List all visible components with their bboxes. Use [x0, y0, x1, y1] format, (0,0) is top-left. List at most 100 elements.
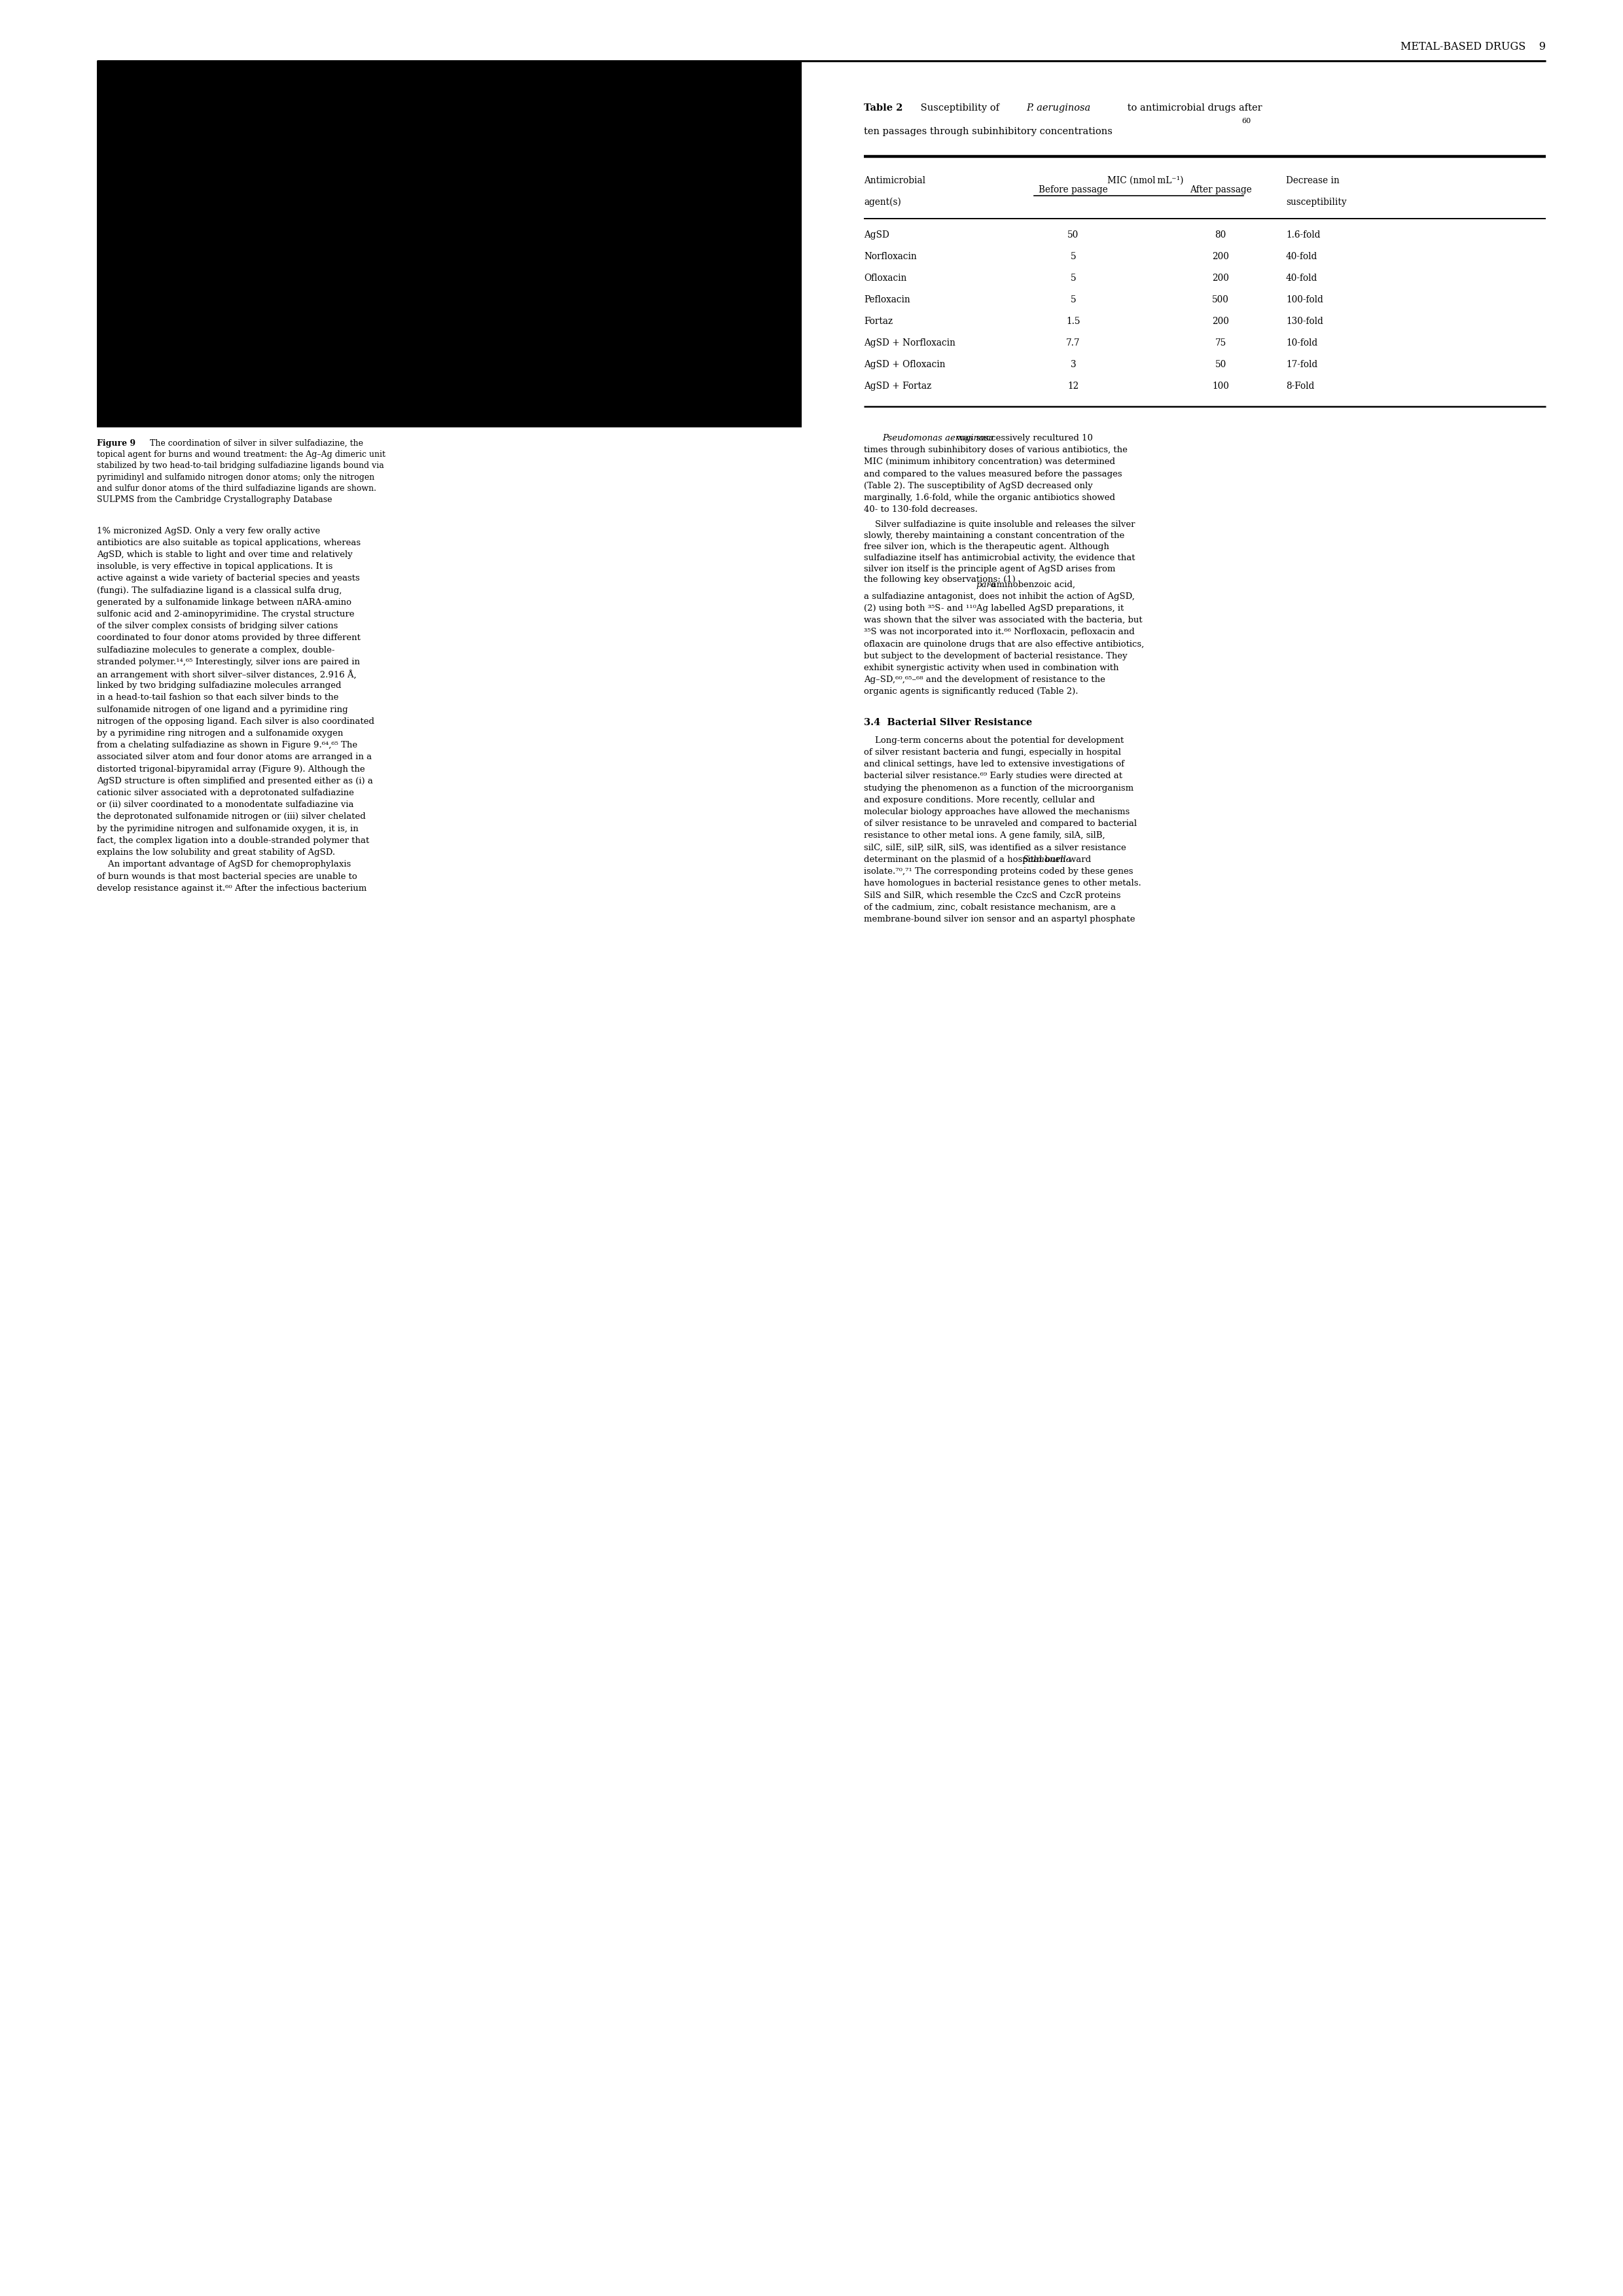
Text: 50: 50	[1216, 360, 1225, 370]
Text: MIC (nmol mL⁻¹): MIC (nmol mL⁻¹)	[1107, 177, 1183, 186]
Text: 200: 200	[1212, 273, 1229, 282]
Text: 5: 5	[1071, 296, 1076, 305]
Text: susceptibility: susceptibility	[1285, 197, 1347, 207]
Text: 17-fold: 17-fold	[1285, 360, 1318, 370]
Text: nitrogen of the opposing ligand. Each silver is also coordinated: nitrogen of the opposing ligand. Each si…	[97, 716, 375, 726]
Text: distorted trigonal-bipyramidal array (Figure 9). Although the: distorted trigonal-bipyramidal array (Fi…	[97, 765, 365, 774]
Text: and sulfur donor atoms of the third sulfadiazine ligands are shown.: and sulfur donor atoms of the third sulf…	[97, 484, 377, 494]
Text: of silver resistant bacteria and fungi, especially in hospital: of silver resistant bacteria and fungi, …	[863, 748, 1121, 758]
Text: was shown that the silver was associated with the bacteria, but: was shown that the silver was associated…	[863, 615, 1143, 625]
Text: but subject to the development of bacterial resistance. They: but subject to the development of bacter…	[863, 652, 1128, 661]
Text: Decrease in: Decrease in	[1285, 177, 1339, 186]
Text: sulfadiazine molecules to generate a complex, double-: sulfadiazine molecules to generate a com…	[97, 645, 334, 654]
Text: by the pyrimidine nitrogen and sulfonamide oxygen, it is, in: by the pyrimidine nitrogen and sulfonami…	[97, 824, 359, 833]
Text: 200: 200	[1212, 317, 1229, 326]
Text: AgSD, which is stable to light and over time and relatively: AgSD, which is stable to light and over …	[97, 551, 352, 558]
Text: The coordination of silver in silver sulfadiazine, the: The coordination of silver in silver sul…	[144, 439, 364, 448]
Text: and exposure conditions. More recently, cellular and: and exposure conditions. More recently, …	[863, 797, 1096, 804]
Text: 1.5: 1.5	[1066, 317, 1081, 326]
Text: oflaxacin are quinolone drugs that are also effective antibiotics,: oflaxacin are quinolone drugs that are a…	[863, 641, 1144, 647]
Text: molecular biology approaches have allowed the mechanisms: molecular biology approaches have allowe…	[863, 808, 1130, 815]
Text: topical agent for burns and wound treatment: the Ag–Ag dimeric unit: topical agent for burns and wound treatm…	[97, 450, 386, 459]
Text: fact, the complex ligation into a double-stranded polymer that: fact, the complex ligation into a double…	[97, 836, 370, 845]
Text: a sulfadiazine antagonist, does not inhibit the action of AgSD,: a sulfadiazine antagonist, does not inhi…	[863, 592, 1134, 602]
Text: Ofloxacin: Ofloxacin	[863, 273, 907, 282]
Text: 100-fold: 100-fold	[1285, 296, 1323, 305]
Text: an arrangement with short silver–silver distances, 2.916 Å,: an arrangement with short silver–silver …	[97, 670, 357, 680]
Text: ³⁵S was not incorporated into it.⁶⁶ Norfloxacin, pefloxacin and: ³⁵S was not incorporated into it.⁶⁶ Norf…	[863, 627, 1134, 636]
Text: ten passages through subinhibitory concentrations: ten passages through subinhibitory conce…	[863, 126, 1112, 135]
Text: cationic silver associated with a deprotonated sulfadiazine: cationic silver associated with a deprot…	[97, 790, 354, 797]
Text: explains the low solubility and great stability of AgSD.: explains the low solubility and great st…	[97, 847, 336, 856]
Text: Pefloxacin: Pefloxacin	[863, 296, 911, 305]
Text: silC, silE, silP, silR, silS, was identified as a silver resistance: silC, silE, silP, silR, silS, was identi…	[863, 843, 1126, 852]
Text: -aminobenzoic acid,: -aminobenzoic acid,	[988, 581, 1074, 588]
Text: isolate.⁷⁰,⁷¹ The corresponding proteins coded by these genes: isolate.⁷⁰,⁷¹ The corresponding proteins…	[863, 868, 1133, 875]
Text: 80: 80	[1216, 230, 1225, 239]
Text: organic agents is significantly reduced (Table 2).: organic agents is significantly reduced …	[863, 687, 1078, 696]
Text: by a pyrimidine ring nitrogen and a sulfonamide oxygen: by a pyrimidine ring nitrogen and a sulf…	[97, 730, 342, 737]
Text: AgSD + Fortaz: AgSD + Fortaz	[863, 381, 932, 390]
Text: in a head-to-tail fashion so that each silver binds to the: in a head-to-tail fashion so that each s…	[97, 693, 339, 703]
Text: 50: 50	[1068, 230, 1079, 239]
Text: have homologues in bacterial resistance genes to other metals.: have homologues in bacterial resistance …	[863, 879, 1141, 889]
Text: METAL-BASED DRUGS    9: METAL-BASED DRUGS 9	[1401, 41, 1545, 53]
Text: 100: 100	[1212, 381, 1229, 390]
Text: 75: 75	[1216, 338, 1225, 347]
Text: active against a wide variety of bacterial species and yeasts: active against a wide variety of bacteri…	[97, 574, 360, 583]
Text: After passage: After passage	[1190, 186, 1251, 195]
Text: SilS and SilR, which resemble the CzcS and CzcR proteins: SilS and SilR, which resemble the CzcS a…	[863, 891, 1121, 900]
Text: membrane-bound silver ion sensor and an aspartyl phosphate: membrane-bound silver ion sensor and an …	[863, 914, 1134, 923]
Text: times through subinhibitory doses of various antibiotics, the: times through subinhibitory doses of var…	[863, 445, 1128, 455]
Text: associated silver atom and four donor atoms are arranged in a: associated silver atom and four donor at…	[97, 753, 372, 762]
Text: generated by a sulfonamide linkage between πARA-amino: generated by a sulfonamide linkage betwe…	[97, 597, 352, 606]
Text: stabilized by two head-to-tail bridging sulfadiazine ligands bound via: stabilized by two head-to-tail bridging …	[97, 461, 385, 471]
Text: Susceptibility of: Susceptibility of	[917, 103, 1003, 113]
Text: Antimicrobial: Antimicrobial	[863, 177, 925, 186]
Text: AgSD + Norfloxacin: AgSD + Norfloxacin	[863, 338, 956, 347]
Text: 3: 3	[1071, 360, 1076, 370]
Text: 40- to 130-fold decreases.: 40- to 130-fold decreases.	[863, 505, 977, 514]
Text: P. aeruginosa: P. aeruginosa	[1026, 103, 1091, 113]
Text: or (ii) silver coordinated to a monodentate sulfadiazine via: or (ii) silver coordinated to a monodent…	[97, 801, 354, 808]
Text: 1.6-fold: 1.6-fold	[1285, 230, 1321, 239]
Text: of the cadmium, zinc, cobalt resistance mechanism, are a: of the cadmium, zinc, cobalt resistance …	[863, 902, 1117, 912]
Text: AgSD + Ofloxacin: AgSD + Ofloxacin	[863, 360, 945, 370]
Text: AgSD: AgSD	[863, 230, 889, 239]
Bar	[97, 62, 802, 427]
Text: linked by two bridging sulfadiazine molecules arranged: linked by two bridging sulfadiazine mole…	[97, 682, 341, 691]
Text: (Table 2). The susceptibility of AgSD decreased only: (Table 2). The susceptibility of AgSD de…	[863, 482, 1092, 489]
Text: 130-fold: 130-fold	[1285, 317, 1323, 326]
Text: was successively recultured 10: was successively recultured 10	[953, 434, 1092, 443]
Text: MIC (minimum inhibitory concentration) was determined: MIC (minimum inhibitory concentration) w…	[863, 457, 1115, 466]
Text: 10-fold: 10-fold	[1285, 338, 1318, 347]
Text: bacterial silver resistance.⁶⁹ Early studies were directed at: bacterial silver resistance.⁶⁹ Early stu…	[863, 771, 1123, 781]
Text: para: para	[975, 581, 997, 588]
Text: 3.4  Bacterial Silver Resistance: 3.4 Bacterial Silver Resistance	[863, 719, 1032, 728]
Text: (fungi). The sulfadiazine ligand is a classical sulfa drug,: (fungi). The sulfadiazine ligand is a cl…	[97, 585, 342, 595]
Text: Before passage: Before passage	[1039, 186, 1109, 195]
Text: to antimicrobial drugs after: to antimicrobial drugs after	[1125, 103, 1263, 113]
Text: 200: 200	[1212, 253, 1229, 262]
Text: from a chelating sulfadiazine as shown in Figure 9.⁶⁴,⁶⁵ The: from a chelating sulfadiazine as shown i…	[97, 742, 357, 748]
Text: insoluble, is very effective in topical applications. It is: insoluble, is very effective in topical …	[97, 563, 333, 572]
Text: Ag–SD,⁶⁰,⁶⁵–⁶⁸ and the development of resistance to the: Ag–SD,⁶⁰,⁶⁵–⁶⁸ and the development of re…	[863, 675, 1105, 684]
Text: coordinated to four donor atoms provided by three different: coordinated to four donor atoms provided…	[97, 634, 360, 643]
Text: sulfonamide nitrogen of one ligand and a pyrimidine ring: sulfonamide nitrogen of one ligand and a…	[97, 705, 347, 714]
Text: 40-fold: 40-fold	[1285, 273, 1318, 282]
Text: the deprotonated sulfonamide nitrogen or (iii) silver chelated: the deprotonated sulfonamide nitrogen or…	[97, 813, 365, 822]
Text: resistance to other metal ions. A gene family, silA, silB,: resistance to other metal ions. A gene f…	[863, 831, 1105, 840]
Text: Fortaz: Fortaz	[863, 317, 893, 326]
Text: of silver resistance to be unraveled and compared to bacterial: of silver resistance to be unraveled and…	[863, 820, 1136, 829]
Text: (2) using both ³⁵S- and ¹¹⁰Ag labelled AgSD preparations, it: (2) using both ³⁵S- and ¹¹⁰Ag labelled A…	[863, 604, 1123, 613]
Text: stranded polymer.¹⁴,⁶⁵ Interestingly, silver ions are paired in: stranded polymer.¹⁴,⁶⁵ Interestingly, si…	[97, 657, 360, 666]
Text: 40-fold: 40-fold	[1285, 253, 1318, 262]
Text: Figure 9: Figure 9	[97, 439, 136, 448]
Text: Pseudomonas aeruginosa: Pseudomonas aeruginosa	[883, 434, 993, 443]
Text: 7.7: 7.7	[1066, 338, 1081, 347]
Text: marginally, 1.6-fold, while the organic antibiotics showed: marginally, 1.6-fold, while the organic …	[863, 494, 1115, 503]
Text: sulfonic acid and 2-aminopyrimidine. The crystal structure: sulfonic acid and 2-aminopyrimidine. The…	[97, 611, 354, 618]
Text: 1% micronized AgSD. Only a very few orally active: 1% micronized AgSD. Only a very few oral…	[97, 526, 320, 535]
Text: determinant on the plasmid of a hospital burn-ward: determinant on the plasmid of a hospital…	[863, 856, 1094, 863]
Text: antibiotics are also suitable as topical applications, whereas: antibiotics are also suitable as topical…	[97, 540, 360, 546]
